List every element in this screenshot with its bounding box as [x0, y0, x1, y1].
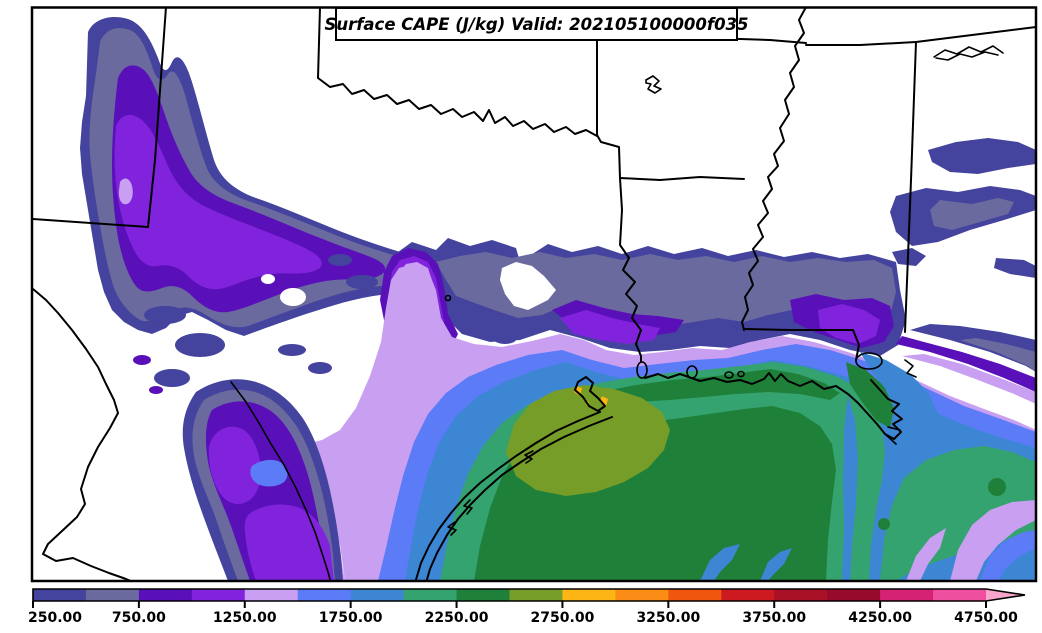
louisiana-coastline	[644, 372, 903, 440]
tennessee-river	[933, 45, 1004, 61]
colorbar-segment	[350, 589, 405, 601]
colorbar-segment	[774, 589, 828, 601]
lake-pontchartrain	[855, 352, 883, 370]
colorbar-tick-label: 2250.00	[425, 610, 489, 626]
colorbar-segment	[403, 589, 458, 601]
title-box: Surface CAPE (J/kg) Valid: 202105100000f…	[324, 7, 749, 41]
rio-grande-border	[33, 288, 131, 580]
barrier-islands	[425, 416, 613, 580]
colorbar-segment	[191, 589, 246, 601]
colorbar-segment	[721, 589, 775, 601]
mississippi-river-border	[741, 8, 807, 331]
colorbar-tick-label: 750.00	[112, 610, 166, 626]
colorbar-tick-label: 2750.00	[531, 610, 595, 626]
colorbar-segment	[668, 589, 722, 601]
galveston-bay	[574, 376, 606, 412]
colorbar-segment	[297, 589, 352, 601]
colorbar-segment	[827, 589, 881, 601]
contour-mass-bigbend	[182, 379, 343, 580]
colorbar-tick-label: 3750.00	[742, 610, 806, 626]
contour-wedge-southeast	[896, 324, 1035, 404]
contour-mass-northwest	[80, 16, 457, 336]
colorbar-segment	[880, 589, 934, 601]
sabine-lake	[636, 361, 648, 379]
colorbar-tick-label: 4750.00	[954, 610, 1018, 626]
colorbar-tick-label: 250.00	[28, 610, 82, 626]
colorbar-tick-label: 3250.00	[636, 610, 700, 626]
red-river-border	[317, 77, 598, 137]
colorbar-segment	[33, 589, 87, 601]
colorbar-segment	[456, 589, 511, 601]
sabine-border	[619, 177, 642, 363]
colorbar-outline	[32, 588, 1026, 602]
colorbar-tick-label: 1750.00	[319, 610, 383, 626]
colorbar-overflow-arrow	[986, 589, 1025, 601]
oklahoma-lake	[645, 75, 662, 94]
colorbar-segment	[85, 589, 140, 601]
pecos-river	[230, 381, 332, 580]
texas-coastline	[414, 411, 601, 580]
plot-title: Surface CAPE (J/kg) Valid: 202105100000f…	[324, 15, 748, 34]
calcasieu-lake	[686, 365, 698, 379]
colorbar-labels: 250.00 750.00 1250.00 1750.00 2250.00 2750.00…	[28, 610, 1018, 626]
colorbar: 250.00 750.00 1250.00 1750.00 2250.00 2750.00…	[28, 588, 1026, 626]
colorbar-segment	[244, 589, 299, 601]
rivers-and-coastline	[230, 24, 1004, 580]
colorbar-segment	[509, 589, 564, 601]
colorbar-segment	[615, 589, 669, 601]
colorbar-segment	[933, 589, 987, 601]
colorbar-segment	[562, 589, 616, 601]
contour-stack-gulf	[244, 264, 1035, 580]
colorbar-tick-label: 4250.00	[848, 610, 912, 626]
colorbar-ticks	[32, 601, 987, 608]
contour-bands-alabama	[890, 138, 1035, 278]
colorbar-segments	[32, 588, 1026, 602]
state-borders	[33, 8, 1035, 580]
colorbar-tick-label: 1250.00	[213, 610, 277, 626]
colorbar-segment	[138, 589, 193, 601]
